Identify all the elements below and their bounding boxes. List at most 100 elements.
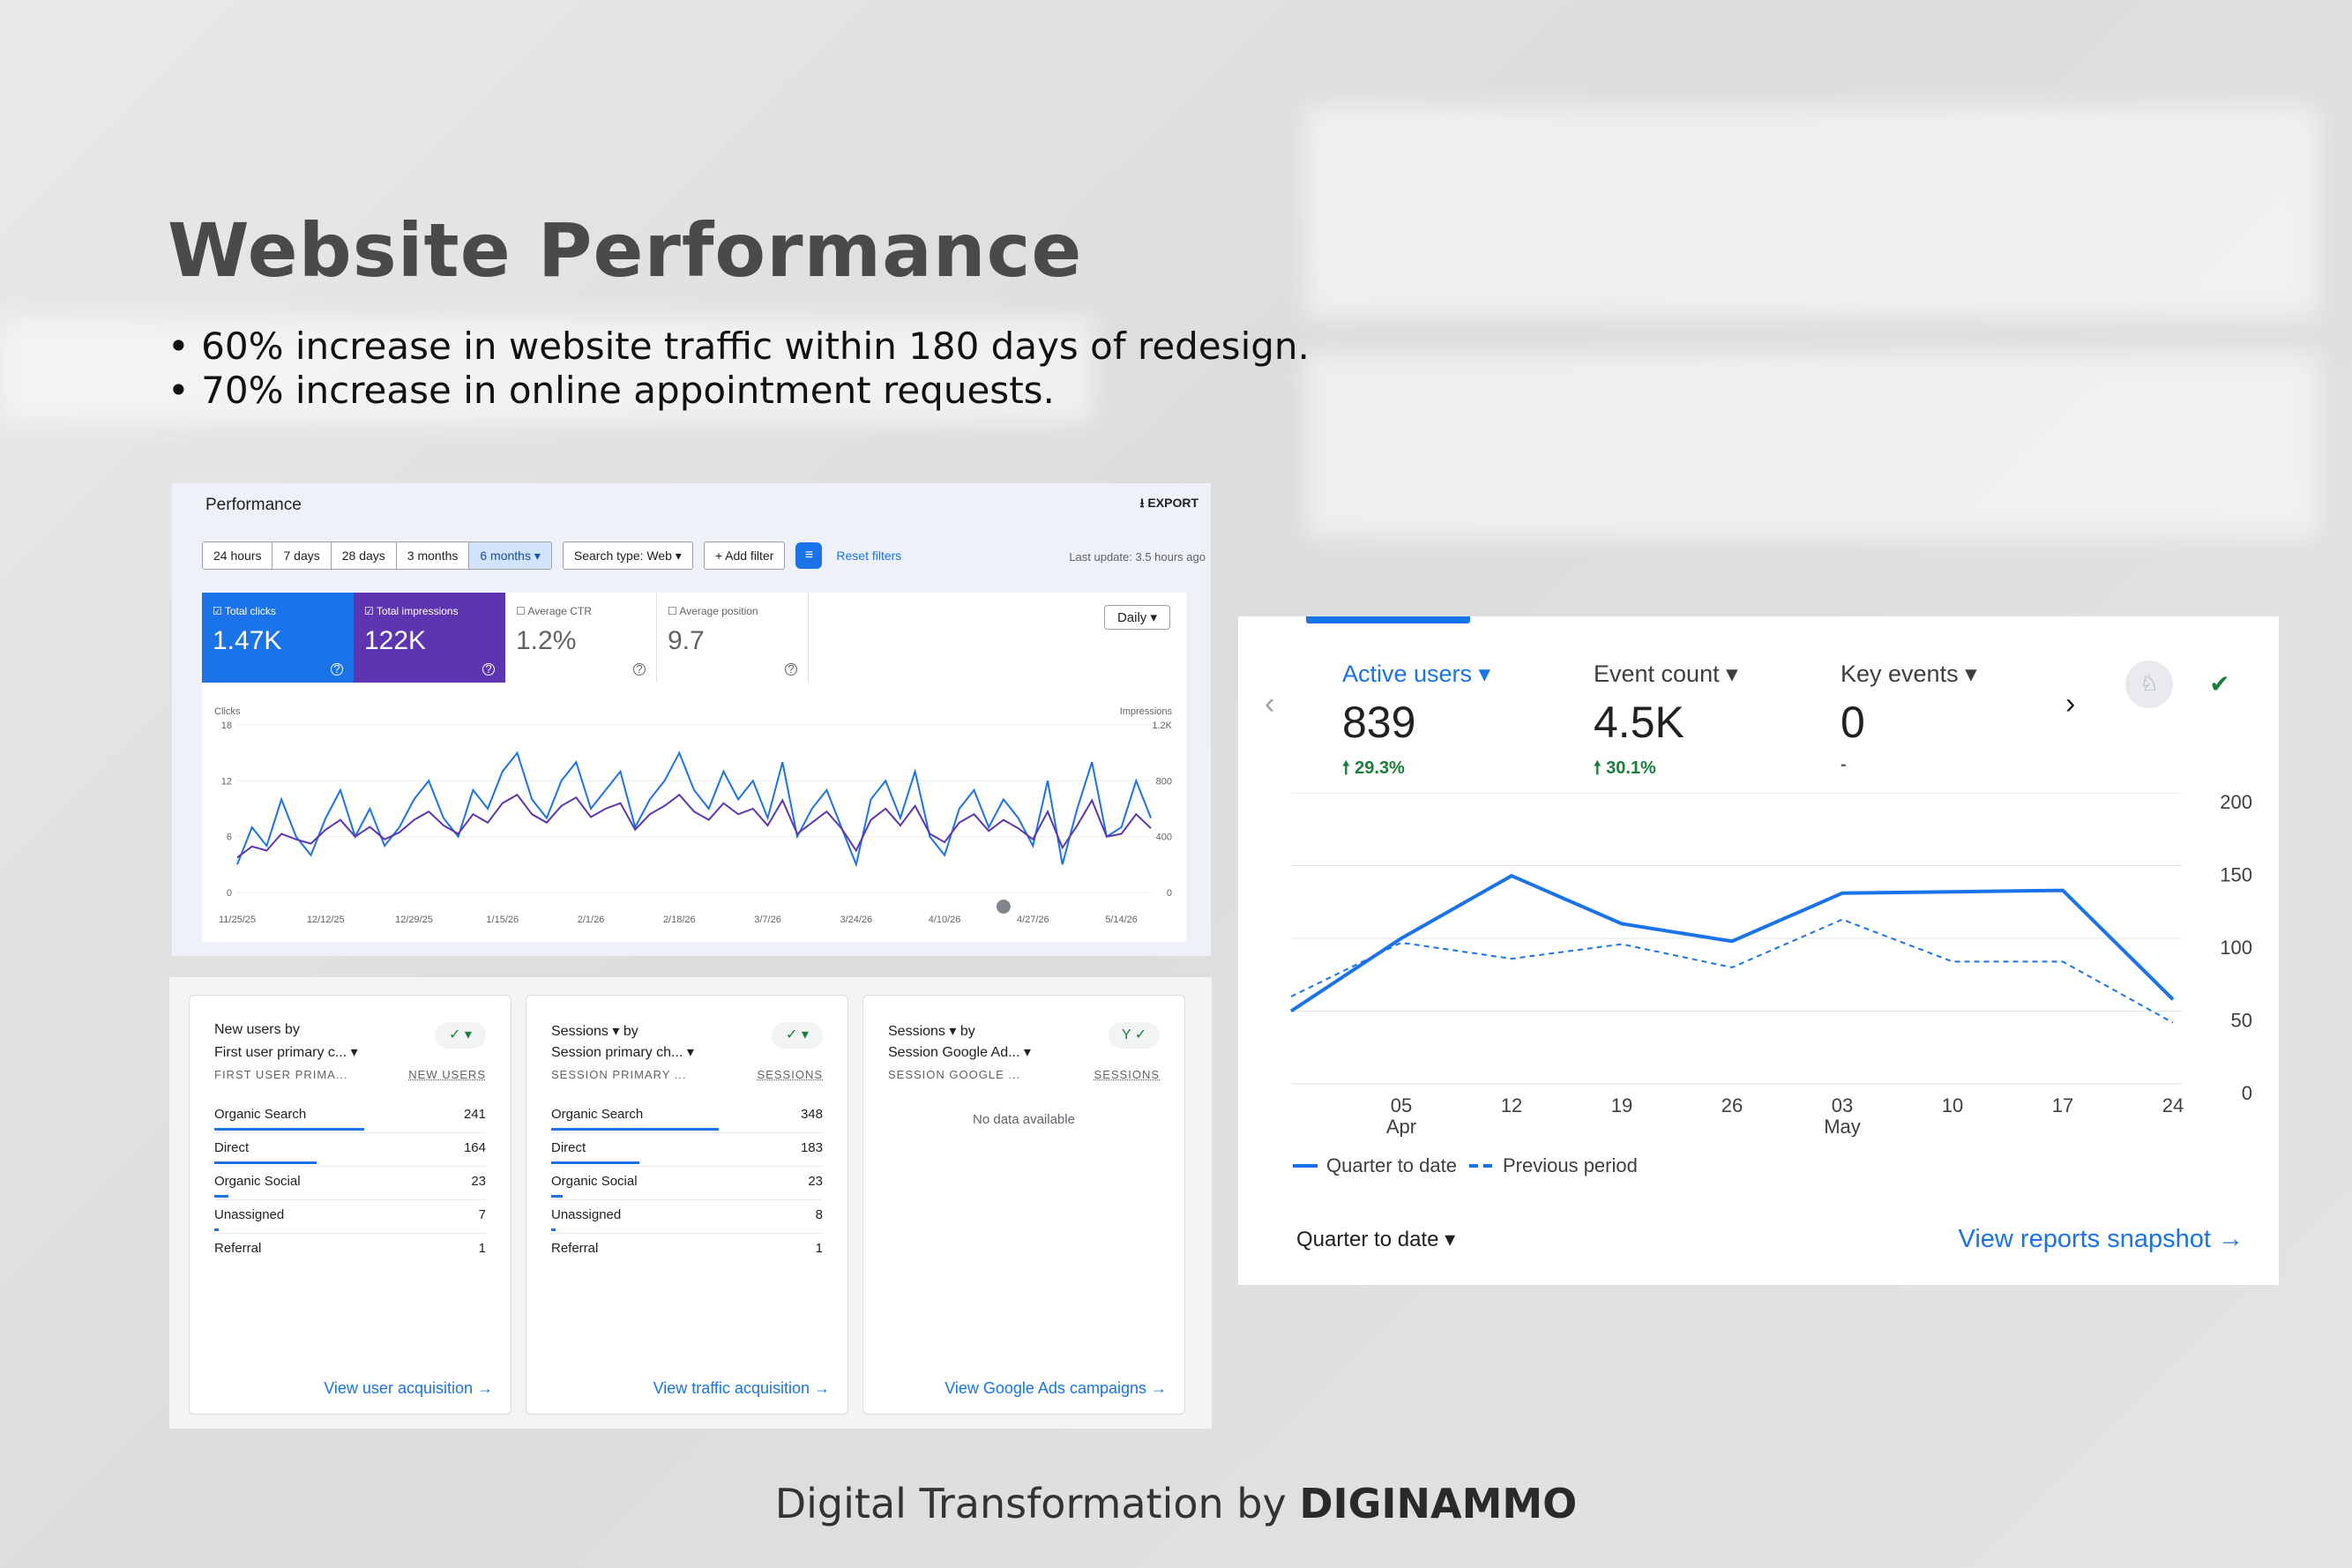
date-range-selector: 24 hours 7 days 28 days 3 months 6 month…: [202, 541, 552, 570]
axis-label-left: Clicks: [214, 706, 241, 717]
metric-change: -: [1841, 755, 1847, 774]
metric-value: 0: [1841, 698, 1865, 747]
check-circle-icon[interactable]: ✔: [2209, 670, 2230, 698]
range-6-months[interactable]: 6 months ▾: [469, 542, 551, 569]
filter-bar: 24 hours 7 days 28 days 3 months 6 month…: [202, 541, 901, 570]
row-bar: [551, 1161, 639, 1164]
metric-value: 9.7: [668, 626, 705, 655]
dimension-dropdown[interactable]: Session Google Ad... ▾: [888, 1045, 1031, 1060]
table-row[interactable]: Referral 1: [214, 1234, 486, 1267]
metric-value: 122K: [364, 626, 427, 655]
table-row[interactable]: Unassigned 7: [214, 1200, 486, 1234]
row-bar: [214, 1228, 219, 1231]
x-tick: 12/29/25: [395, 915, 433, 925]
table-row[interactable]: Organic Social 23: [551, 1167, 823, 1200]
x-tick: 2/1/26: [578, 915, 605, 925]
row-value: 348: [800, 1107, 823, 1122]
table-row[interactable]: Unassigned 8: [551, 1200, 823, 1234]
table-row[interactable]: Organic Social 23: [214, 1167, 486, 1200]
metric-total-impressions[interactable]: ☑ Total impressions 122K ?: [354, 593, 505, 683]
granularity-dropdown[interactable]: Daily ▾: [1103, 605, 1170, 630]
x-tick: 4/10/26: [929, 915, 961, 925]
metric-event-count[interactable]: Event count ▾ 4.5K 🠕 30.1%: [1594, 661, 1738, 785]
series-line-previous-period: [1290, 918, 2174, 1024]
export-button[interactable]: ⭳ EXPORT: [1139, 496, 1198, 510]
panel-title: Performance: [205, 496, 302, 514]
bullet-traffic: • 60% increase in website traffic within…: [168, 325, 1310, 368]
table-row[interactable]: Direct 164: [214, 1133, 486, 1167]
y-tick-left: 12: [221, 776, 232, 787]
view-reports-snapshot-link[interactable]: View reports snapshot →: [1958, 1225, 2244, 1253]
analytics-overview-panel: ‹ Active users ▾ 839 🠕 29.3% Event count…: [1237, 616, 2280, 1286]
check-circle-icon[interactable]: Y ✓: [1109, 1022, 1160, 1049]
metric-active-users[interactable]: Active users ▾ 839 🠕 29.3%: [1342, 661, 1490, 785]
search-type-dropdown[interactable]: Search type: Web ▾: [562, 541, 693, 570]
column-header-dimension: SESSION PRIMARY ...: [551, 1068, 687, 1081]
metric-dropdown[interactable]: Sessions ▾ by: [551, 1024, 638, 1039]
row-value: 241: [463, 1107, 486, 1122]
metric-dropdown[interactable]: Sessions ▾ by: [888, 1024, 975, 1039]
row-value: 1: [815, 1241, 823, 1256]
last-update-text: Last update: 3.5 hours ago: [1069, 550, 1206, 564]
table-row[interactable]: Organic Search 348: [551, 1100, 823, 1133]
range-24-hours[interactable]: 24 hours: [203, 542, 273, 569]
series-line-impressions: [236, 793, 1152, 859]
metric-label: ☐ Average position: [668, 605, 758, 617]
row-value: 8: [815, 1207, 823, 1222]
table-row[interactable]: Referral 1: [551, 1234, 823, 1267]
column-header-metric: SESSIONS: [1094, 1068, 1160, 1081]
view-google-ads-campaigns-link[interactable]: View Google Ads campaigns →: [945, 1379, 1167, 1397]
legend-previous: Previous period: [1502, 1154, 1638, 1176]
y-tick-right: 800: [1156, 776, 1172, 787]
metric-label: Active users ▾: [1342, 661, 1491, 687]
date-range-dropdown[interactable]: Quarter to date ▾: [1296, 1228, 1456, 1251]
y-tick-left: 6: [227, 833, 232, 843]
metric-key-events[interactable]: Key events ▾ 0 -: [1841, 661, 1977, 775]
row-label: Organic Social: [551, 1174, 638, 1189]
x-tick: 3/24/26: [840, 915, 872, 925]
help-icon[interactable]: ?: [482, 663, 495, 676]
y-tick-right: 0: [1167, 888, 1172, 899]
x-tick-month: May: [1824, 1116, 1861, 1137]
chevron-right-icon[interactable]: ›: [2065, 687, 2076, 721]
metric-change: 🠕 29.3%: [1342, 758, 1405, 778]
insights-badge-icon[interactable]: ♘: [2125, 661, 2173, 708]
bg-light-shape: [0, 317, 1094, 423]
row-value: 164: [463, 1140, 486, 1155]
range-28-days[interactable]: 28 days: [331, 542, 397, 569]
x-tick: 5/14/26: [1105, 915, 1138, 925]
x-tick-day: 10: [1942, 1094, 1963, 1116]
performance-chart-card: ☑ Total clicks 1.47K ? ☑ Total impressio…: [202, 593, 1186, 942]
table-row[interactable]: Organic Search 241: [214, 1100, 486, 1133]
row-label: Referral: [214, 1241, 262, 1256]
active-tab-indicator: [1306, 616, 1470, 623]
metric-total-clicks[interactable]: ☑ Total clicks 1.47K ?: [202, 593, 354, 683]
y-tick: 100: [2220, 937, 2252, 959]
row-label: Direct: [214, 1140, 250, 1155]
chevron-left-icon[interactable]: ‹: [1265, 687, 1275, 721]
y-tick-right: 1.2K: [1152, 721, 1172, 731]
legend-swatch-current: [1293, 1164, 1318, 1168]
filter-icon[interactable]: ≡: [795, 542, 823, 569]
x-tick: 11/25/25: [219, 915, 256, 925]
metric-average-ctr[interactable]: ☐ Average CTR 1.2% ?: [505, 593, 657, 683]
add-filter-button[interactable]: + Add filter: [703, 541, 786, 570]
help-icon[interactable]: ?: [331, 663, 343, 676]
range-7-days[interactable]: 7 days: [273, 542, 332, 569]
check-circle-icon[interactable]: ✓ ▾: [772, 1022, 823, 1049]
help-icon[interactable]: ?: [633, 663, 646, 676]
x-tick-day: 12: [1501, 1094, 1522, 1116]
y-tick: 200: [2220, 793, 2252, 813]
check-circle-icon[interactable]: ✓ ▾: [435, 1022, 486, 1049]
dimension-dropdown[interactable]: Session primary ch... ▾: [551, 1045, 694, 1060]
help-icon[interactable]: ?: [785, 663, 797, 676]
table-row[interactable]: Direct 183: [551, 1133, 823, 1167]
view-traffic-acquisition-link[interactable]: View traffic acquisition →: [653, 1379, 830, 1397]
range-3-months[interactable]: 3 months: [396, 542, 470, 569]
reset-filters-link[interactable]: Reset filters: [836, 549, 902, 563]
metric-average-position[interactable]: ☐ Average position 9.7 ?: [657, 593, 809, 683]
dimension-dropdown[interactable]: First user primary c... ▾: [214, 1045, 358, 1060]
view-user-acquisition-link[interactable]: View user acquisition →: [324, 1379, 493, 1397]
row-value: 1: [478, 1241, 486, 1256]
